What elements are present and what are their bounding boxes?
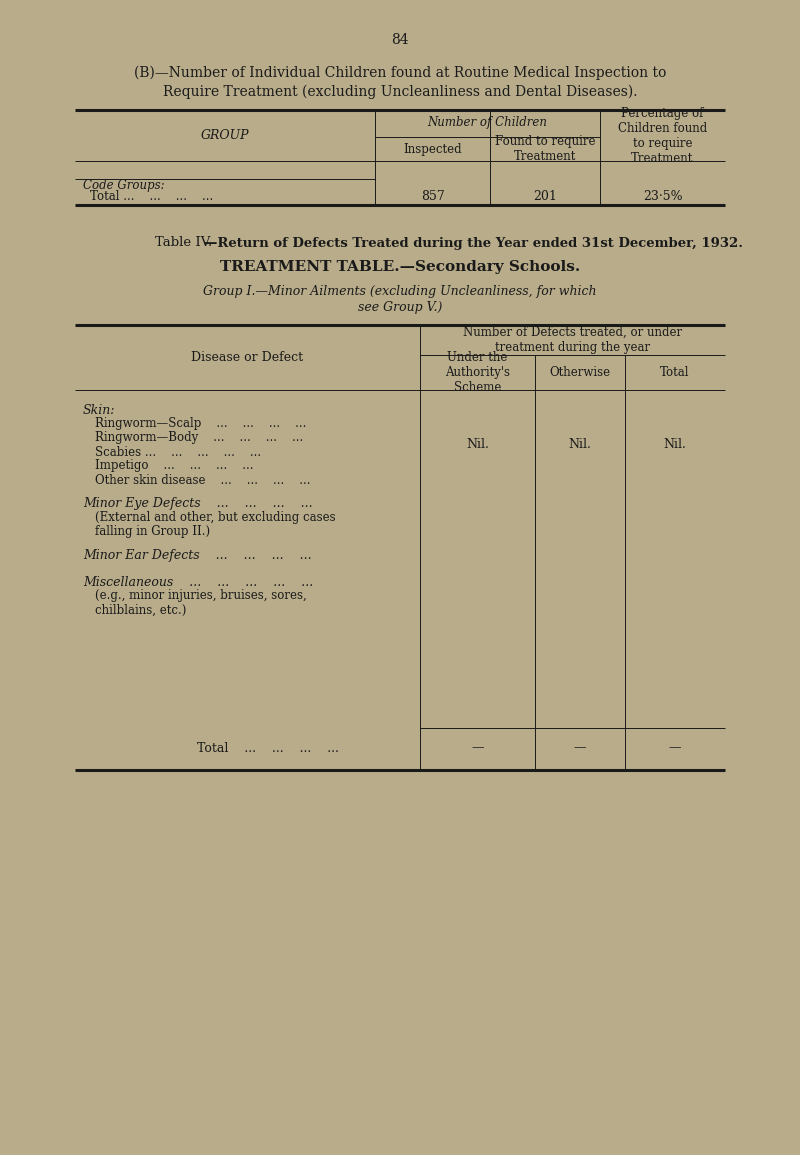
Text: Inspected: Inspected	[403, 142, 462, 156]
Text: Nil.: Nil.	[569, 439, 591, 452]
Text: Miscellaneous    ...    ...    ...    ...    ...: Miscellaneous ... ... ... ... ...	[83, 575, 314, 589]
Text: Total: Total	[660, 366, 690, 379]
Text: —: —	[669, 742, 682, 754]
Text: falling in Group II.): falling in Group II.)	[95, 526, 210, 538]
Text: Code Groups:: Code Groups:	[83, 179, 165, 192]
Text: Ringworm—Body    ...    ...    ...    ...: Ringworm—Body ... ... ... ...	[95, 432, 303, 445]
Text: Number of Children: Number of Children	[427, 116, 547, 129]
Text: (e.g., minor injuries, bruises, sores,: (e.g., minor injuries, bruises, sores,	[95, 589, 306, 603]
Text: 201: 201	[533, 191, 557, 203]
Text: Impetigo    ...    ...    ...    ...: Impetigo ... ... ... ...	[95, 460, 254, 472]
Text: Nil.: Nil.	[466, 439, 489, 452]
Text: Number of Defects treated, or under
treatment during the year: Number of Defects treated, or under trea…	[463, 326, 682, 353]
Text: Minor Eye Defects    ...    ...    ...    ...: Minor Eye Defects ... ... ... ...	[83, 498, 313, 511]
Text: Other skin disease    ...    ...    ...    ...: Other skin disease ... ... ... ...	[95, 474, 310, 486]
Text: Scabies ...    ...    ...    ...    ...: Scabies ... ... ... ... ...	[95, 446, 261, 459]
Text: Ringworm—Scalp    ...    ...    ...    ...: Ringworm—Scalp ... ... ... ...	[95, 417, 306, 431]
Text: (External and other, but excluding cases: (External and other, but excluding cases	[95, 512, 336, 524]
Text: Minor Ear Defects    ...    ...    ...    ...: Minor Ear Defects ... ... ... ...	[83, 549, 312, 561]
Text: chilblains, etc.): chilblains, etc.)	[95, 604, 186, 617]
Text: Disease or Defect: Disease or Defect	[191, 351, 303, 364]
Text: Under the
Authority's
Scheme: Under the Authority's Scheme	[445, 351, 510, 394]
Text: Total    ...    ...    ...    ...: Total ... ... ... ...	[197, 742, 338, 754]
Text: TREATMENT TABLE.—Secondary Schools.: TREATMENT TABLE.—Secondary Schools.	[220, 260, 580, 274]
Text: 84: 84	[391, 33, 409, 47]
Text: —: —	[471, 742, 484, 754]
Text: see Group V.): see Group V.)	[358, 301, 442, 314]
Text: —: —	[574, 742, 586, 754]
Text: Group I.—Minor Ailments (excluding Uncleanliness, for which: Group I.—Minor Ailments (excluding Uncle…	[203, 285, 597, 298]
Text: Nil.: Nil.	[663, 439, 686, 452]
Text: 857: 857	[421, 191, 444, 203]
Text: —Return of Defects Treated during the Year ended 31st December, 1932.: —Return of Defects Treated during the Ye…	[204, 237, 743, 249]
Text: Otherwise: Otherwise	[550, 366, 610, 379]
Text: (B)—Number of Individual Children found at Routine Medical Inspection to: (B)—Number of Individual Children found …	[134, 66, 666, 80]
Text: 23·5%: 23·5%	[642, 191, 682, 203]
Text: Percentage of
Children found
to require
Treatment: Percentage of Children found to require …	[618, 106, 707, 164]
Text: Found to require
Treatment: Found to require Treatment	[494, 135, 595, 163]
Text: Skin:: Skin:	[83, 403, 115, 417]
Text: Require Treatment (excluding Uncleanliness and Dental Diseases).: Require Treatment (excluding Uncleanline…	[162, 84, 638, 99]
Text: GROUP: GROUP	[201, 129, 250, 142]
Text: Total ...    ...    ...    ...: Total ... ... ... ...	[90, 191, 214, 203]
Text: Table IV.: Table IV.	[155, 237, 212, 249]
